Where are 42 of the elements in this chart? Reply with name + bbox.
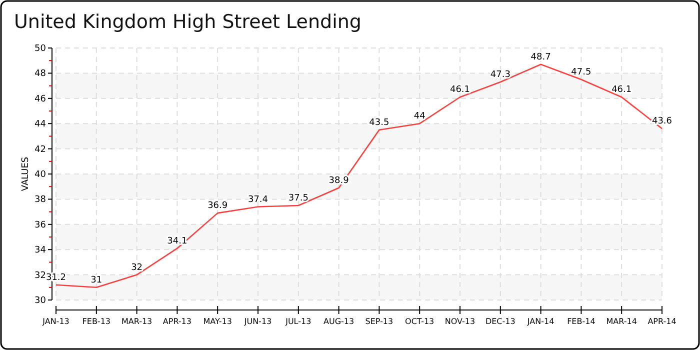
data-label: 43.5 <box>369 118 390 128</box>
x-tick-label: APR-13 <box>162 317 192 326</box>
data-label: 47.5 <box>571 68 592 78</box>
y-tick-label: 40 <box>34 170 46 180</box>
y-tick-label: 42 <box>34 144 46 155</box>
data-label: 37.4 <box>248 194 268 205</box>
data-label: 31 <box>90 275 102 286</box>
x-tick-label: MAR-13 <box>121 317 152 326</box>
y-tick-label: 32 <box>34 270 46 281</box>
y-tick-label: 30 <box>34 296 46 306</box>
chart-title: United Kingdom High Street Lending <box>14 11 362 33</box>
x-tick-label: OCT-13 <box>405 317 434 326</box>
x-tick-label: MAY-13 <box>203 317 232 326</box>
data-label: 32 <box>131 262 143 273</box>
data-label: 46.1 <box>612 85 632 96</box>
x-tick-label: AUG-13 <box>324 317 354 326</box>
y-tick-label: 44 <box>34 120 46 130</box>
y-tick-label: 50 <box>34 44 46 54</box>
x-tick-label: APR-14 <box>648 317 676 326</box>
x-tick-label: MAR-14 <box>606 317 637 326</box>
x-tick-label: JAN-13 <box>42 317 70 326</box>
data-label: 36.9 <box>208 201 228 212</box>
y-tick-label: 36 <box>34 220 46 230</box>
y-axis-title: VALUES <box>21 156 31 192</box>
x-tick-label: DEC-13 <box>485 317 516 326</box>
y-tick-label: 34 <box>34 246 46 256</box>
data-label: 47.3 <box>490 70 510 80</box>
data-label: 44 <box>414 112 426 122</box>
x-tick-label: FEB-13 <box>82 317 111 326</box>
data-label: 46.1 <box>450 85 470 96</box>
x-tick-label: FEB-14 <box>567 317 596 326</box>
x-tick-label: NOV-13 <box>444 317 476 326</box>
x-tick-label: JUN-13 <box>243 317 272 326</box>
data-label: 43.6 <box>652 116 672 127</box>
y-tick-label: 48 <box>34 69 46 80</box>
data-label: 37.5 <box>288 194 308 204</box>
x-tick-label: JAN-14 <box>526 317 554 326</box>
y-tick-label: 38 <box>34 195 46 206</box>
y-tick-label: 46 <box>34 94 46 104</box>
x-tick-label: JUL-13 <box>284 317 312 326</box>
data-label: 48.7 <box>530 52 551 62</box>
x-tick-label: SEP-13 <box>365 317 394 326</box>
